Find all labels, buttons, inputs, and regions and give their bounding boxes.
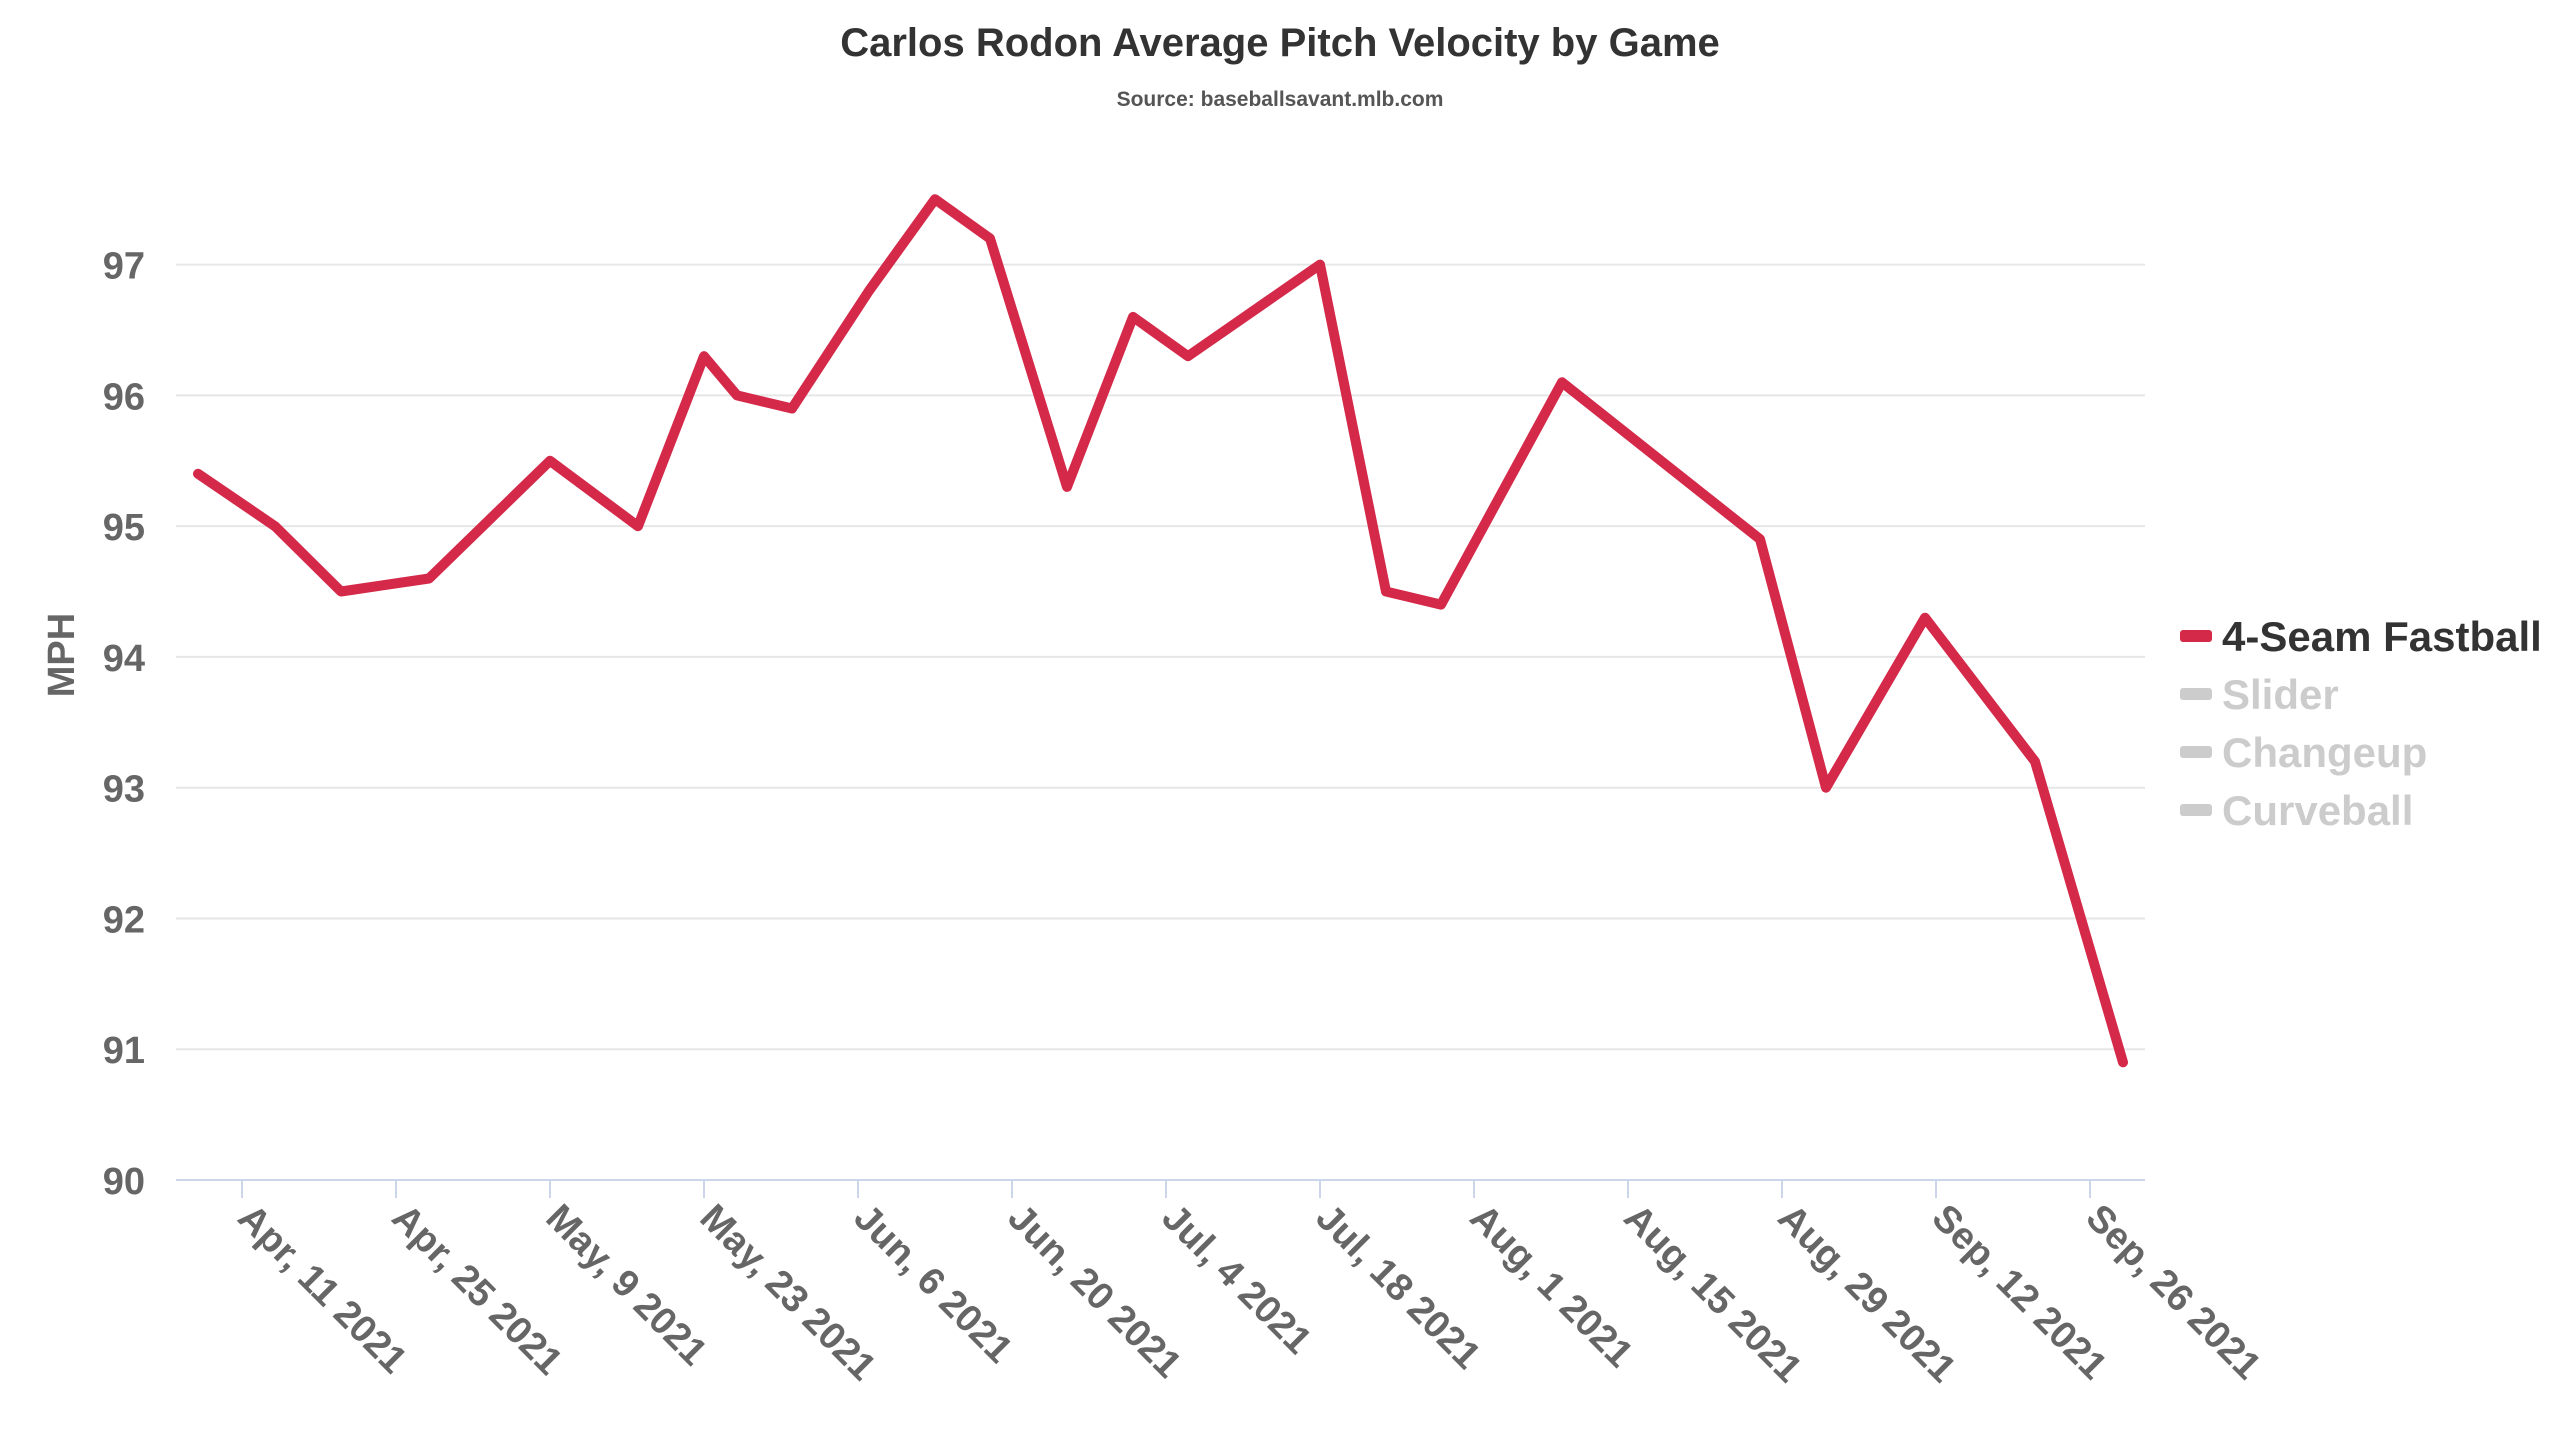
legend-item[interactable]: 4-Seam Fastball [2180,613,2542,660]
chart-subtitle: Source: baseballsavant.mlb.com [1117,88,1444,111]
y-axis-ticks: 90 91 92 93 94 95 96 97 [103,246,145,1203]
x-tick-label: Jul, 4 2021 [1154,1197,1320,1363]
y-tick-label: 97 [103,246,145,288]
y-axis-label: MPH [41,613,83,697]
y-tick-label: 95 [103,507,145,549]
series-line [193,194,2128,1068]
x-tick-label: Aug, 1 2021 [1462,1197,1641,1376]
legend-label: Curveball [2222,787,2413,834]
legend-swatch [2180,804,2212,816]
legend-item[interactable]: Changeup [2180,729,2427,776]
x-tick-label: Jun, 6 2021 [846,1197,1021,1372]
y-tick-label: 96 [103,376,145,418]
legend-swatch [2180,688,2212,700]
y-tick-label: 91 [103,1030,145,1072]
y-tick-label: 94 [103,638,145,680]
legend-item[interactable]: Slider [2180,671,2339,718]
legend-label: 4-Seam Fastball [2222,613,2542,660]
y-tick-label: 93 [103,769,145,811]
legend-swatch [2180,630,2212,642]
legend-swatch [2180,746,2212,758]
y-tick-label: 90 [103,1161,145,1203]
legend-label: Slider [2222,671,2339,718]
legend-label: Changeup [2222,729,2427,776]
chart-title: Carlos Rodon Average Pitch Velocity by G… [840,21,1720,65]
gridlines [176,263,2145,1051]
series-lines [193,194,2128,1068]
legend-item[interactable]: Curveball [2180,787,2413,834]
y-tick-label: 92 [103,899,145,941]
x-tick-label: Jul, 18 2021 [1308,1197,1489,1378]
legend: 4-Seam Fastball Slider Changeup Curveball [2180,613,2542,834]
